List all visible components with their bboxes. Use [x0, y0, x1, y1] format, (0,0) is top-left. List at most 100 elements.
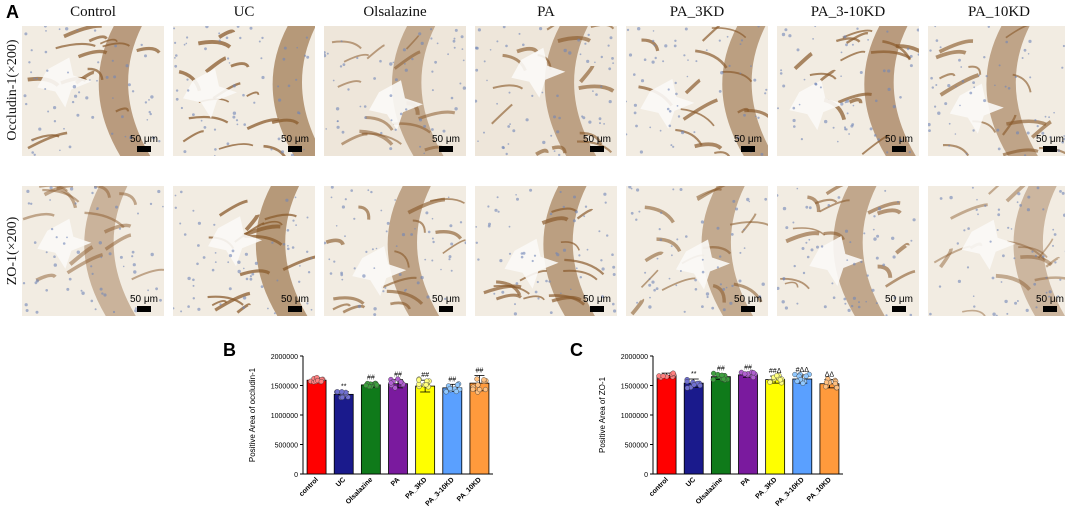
data-point — [794, 378, 800, 384]
scale-label: 50 μm — [432, 294, 460, 305]
micrograph-tile: 50 μm — [928, 26, 1065, 156]
bar — [442, 387, 463, 475]
x-tick-label: PA_3-10KD — [424, 476, 455, 507]
bar — [415, 385, 436, 475]
scale-label: 50 μm — [885, 294, 913, 305]
y-tick-label: 1000000 — [271, 413, 298, 420]
bar — [656, 375, 677, 475]
scale-label: 50 μm — [130, 294, 158, 305]
x-tick-label: PA_10KD — [806, 476, 833, 503]
data-point — [800, 380, 806, 386]
column-title-pa: PA — [537, 4, 555, 20]
y-tick-label: 500000 — [625, 443, 648, 450]
significance-annotation: ## — [717, 366, 725, 373]
column-title-olsalazine: Olsalazine — [363, 4, 427, 20]
data-point — [660, 373, 666, 379]
scale-bar-line — [439, 306, 453, 312]
chart-zo1: Positive Area of ZO-1 0 500000 1000000 15000… — [598, 354, 843, 508]
significance-annotation: ##Δ — [769, 368, 782, 375]
y-tick-label: 500000 — [275, 443, 298, 450]
scale-bar-line — [137, 146, 151, 152]
x-tick-label: UC — [685, 476, 697, 488]
scale-bar: 50 μm — [583, 294, 611, 312]
scale-bar: 50 μm — [734, 294, 762, 312]
data-point — [374, 382, 380, 388]
significance-annotation: ## — [476, 367, 484, 374]
tissue-image — [324, 186, 466, 316]
significance-annotation: ΔΔ — [825, 372, 835, 379]
micrograph-tile: 50 μm — [475, 186, 617, 316]
x-tick-label: PA — [390, 476, 401, 487]
scale-bar: 50 μm — [432, 134, 460, 152]
scale-bar-line — [590, 306, 604, 312]
significance-annotation: ## — [448, 376, 456, 383]
bar — [765, 379, 786, 475]
data-point — [447, 385, 453, 392]
data-point — [481, 377, 487, 383]
data-point — [684, 378, 690, 385]
x-tick-label: UC — [335, 476, 347, 488]
significance-annotation: ## — [394, 372, 402, 379]
tissue-image — [324, 26, 466, 156]
data-point — [751, 370, 757, 376]
bar — [819, 383, 840, 475]
x-tick-label: PA_3KD — [404, 476, 428, 500]
scale-label: 50 μm — [281, 294, 309, 305]
tissue-image — [475, 186, 617, 316]
tissue-image — [777, 26, 919, 156]
scale-label: 50 μm — [1036, 134, 1064, 145]
micrograph-tile: 50 μm — [928, 186, 1065, 316]
scale-bar-line — [1043, 146, 1057, 152]
micrograph-tile: 50 μm — [626, 186, 768, 316]
significance-annotation: ** — [341, 383, 347, 390]
data-point — [477, 386, 483, 393]
scale-bar: 50 μm — [885, 294, 913, 312]
bar — [360, 384, 381, 475]
data-point — [454, 382, 461, 388]
scale-bar: 50 μm — [130, 134, 158, 152]
significance-annotation: #ΔΔ — [796, 367, 810, 374]
micrograph-tile: 50 μm — [22, 26, 164, 156]
row-title-zo1: ZO-1(×200) — [5, 216, 20, 286]
scale-label: 50 μm — [1036, 294, 1064, 305]
significance-annotation: ## — [367, 375, 375, 382]
data-point — [339, 389, 345, 395]
micrograph-tile: 50 μm — [777, 26, 919, 156]
bar — [388, 383, 408, 475]
x-tick-label: PA_3-10KD — [774, 476, 805, 507]
data-point — [719, 372, 725, 378]
bar — [683, 382, 704, 475]
bar — [306, 379, 327, 475]
x-tick-label: PA_10KD — [456, 476, 483, 503]
data-point — [474, 376, 480, 382]
tissue-image — [626, 186, 768, 316]
significance-annotation: ## — [421, 372, 429, 379]
data-point — [423, 382, 429, 388]
scale-bar-line — [892, 306, 906, 312]
x-tick-label: Olsalazine — [345, 476, 375, 506]
panel-letter-a: A — [6, 2, 19, 22]
scale-bar: 50 μm — [885, 134, 913, 152]
scale-bar: 50 μm — [1036, 294, 1064, 312]
scale-bar: 50 μm — [281, 294, 309, 312]
column-title-control: Control — [70, 4, 116, 20]
y-tick-label: 1000000 — [621, 413, 648, 420]
x-tick-label: PA — [740, 476, 751, 487]
data-point — [482, 386, 489, 393]
row-title-occludin: Occludin-1(×200) — [5, 39, 20, 141]
significance-annotation: ** — [691, 371, 697, 378]
micrograph-tile: 50 μm — [324, 26, 466, 156]
tissue-image — [173, 186, 315, 316]
tissue-image — [22, 186, 164, 316]
x-tick-label: Olsalazine — [695, 476, 725, 506]
data-point — [392, 385, 398, 391]
x-tick-label: control — [648, 476, 670, 498]
scale-bar-line — [1043, 306, 1057, 312]
x-tick-label: PA_3KD — [754, 476, 778, 500]
tissue-image — [928, 26, 1065, 156]
scale-bar-line — [288, 146, 302, 152]
data-point — [803, 373, 809, 379]
scale-label: 50 μm — [281, 134, 309, 145]
tissue-image — [777, 186, 919, 316]
data-point — [670, 370, 676, 376]
